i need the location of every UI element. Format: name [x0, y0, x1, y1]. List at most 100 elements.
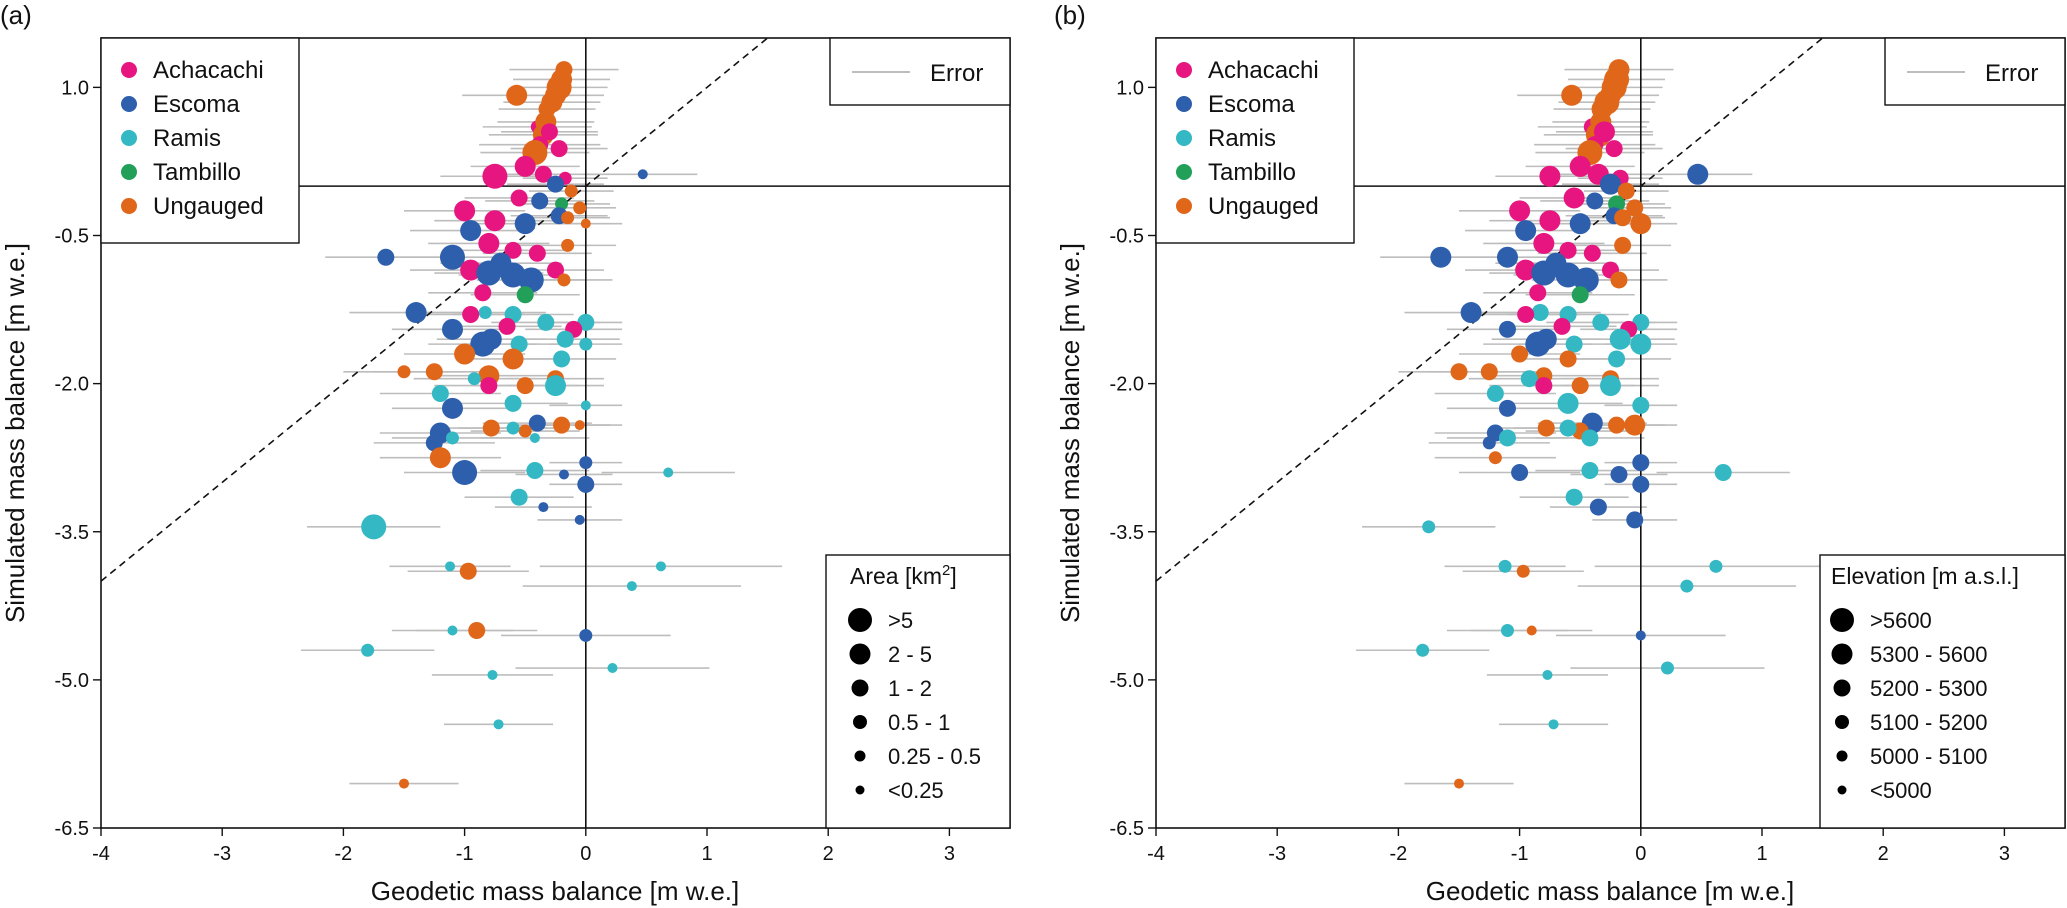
size-legend-label: <0.25 — [888, 778, 944, 803]
data-point-escoma — [1589, 498, 1607, 516]
data-point-escoma — [1569, 213, 1591, 235]
group-legend: Achacachi Escoma Ramis Tambillo Ungauged — [1155, 37, 1355, 244]
data-point-escoma — [558, 469, 569, 480]
error-legend: Error — [829, 37, 1011, 106]
data-point-ramis — [553, 350, 571, 368]
x-axis: -4 -3 -2 -1 0 1 2 3 — [1147, 828, 2010, 865]
data-point-tambillo — [555, 197, 569, 211]
data-point-achacachi — [1539, 210, 1561, 232]
legend-marker-ramis — [1176, 130, 1192, 146]
data-point-ramis — [467, 372, 481, 386]
panel-b: (b) -4 -3 -2 -1 0 1 2 3 1.0 -0.5 -2.0 -3.5 -5.0 -6.5… — [1054, 0, 2066, 906]
data-point-ramis — [493, 719, 504, 730]
data-point-ungauged — [518, 424, 532, 438]
data-point-ramis — [1520, 370, 1538, 388]
legend-frame — [1819, 554, 2066, 829]
y-tick-label: -6.5 — [1110, 818, 1144, 840]
y-tick-label: -2.0 — [1110, 374, 1144, 396]
legend-marker-achacachi — [1176, 62, 1192, 78]
x-tick-label: 0 — [580, 843, 591, 865]
size-legend: Area [km2] >5 2 - 5 1 - 2 0.5 - 1 0.25 - 0.5… — [825, 554, 1011, 829]
data-point-achacachi — [1559, 241, 1577, 259]
data-point-achacachi — [1529, 284, 1547, 302]
y-axis: 1.0 -0.5 -2.0 -3.5 -5.0 -6.5 — [1110, 77, 1156, 840]
data-point-escoma — [1573, 267, 1599, 293]
data-point-escoma — [439, 244, 465, 270]
data-point-ramis — [1542, 669, 1553, 680]
x-tick-label: -2 — [1390, 843, 1408, 865]
data-point-escoma — [1687, 163, 1709, 185]
data-point-achacachi — [462, 306, 480, 323]
data-point-ramis — [626, 581, 637, 592]
data-point-ungauged — [397, 365, 411, 379]
data-point-ramis — [579, 337, 593, 351]
data-point-achacachi — [1583, 244, 1601, 262]
legend-label: Achacachi — [153, 57, 264, 84]
y-tick-label: -6.5 — [55, 818, 89, 840]
size-legend-marker — [851, 679, 869, 697]
data-point-ramis — [1581, 462, 1599, 480]
data-point-ungauged — [553, 416, 571, 434]
data-point-escoma — [1531, 260, 1557, 286]
legend-label: Achacachi — [1208, 57, 1319, 84]
size-legend-label: 0.5 - 1 — [888, 710, 950, 735]
data-point-ungauged — [1610, 271, 1628, 289]
legend-label: Ungauged — [1208, 193, 1319, 220]
data-point-ramis — [1500, 624, 1514, 637]
data-point-ungauged — [506, 84, 528, 106]
data-point-tambillo — [516, 286, 534, 304]
data-point-achacachi — [498, 317, 516, 335]
x-axis-label: Geodetic mass balance [m w.e.] — [1426, 876, 1795, 906]
x-tick-label: 1 — [701, 843, 712, 865]
data-point-ungauged — [1617, 182, 1635, 200]
data-point-achacachi — [1509, 200, 1531, 222]
y-tick-label: 1.0 — [1116, 77, 1144, 99]
legend-marker-ungauged — [1176, 198, 1192, 214]
data-point-ramis — [556, 330, 574, 348]
x-axis: -4 -3 -2 -1 0 1 2 3 — [92, 828, 955, 865]
data-point-escoma — [1600, 173, 1621, 195]
y-tick-label: -0.5 — [55, 226, 89, 248]
data-point-ungauged — [1571, 377, 1589, 395]
data-point-achacachi — [480, 377, 498, 395]
data-point-ramis — [1592, 313, 1610, 331]
y-tick-label: -5.0 — [1110, 670, 1144, 692]
size-legend-label: 5100 - 5200 — [1870, 710, 1987, 735]
data-point-ramis — [445, 561, 456, 572]
size-legend-marker — [1835, 715, 1849, 729]
data-point-ramis — [1565, 335, 1583, 353]
data-point-ramis — [1559, 419, 1577, 437]
data-point-ramis — [447, 625, 458, 636]
data-point-escoma — [1626, 511, 1644, 529]
y-tick-label: -0.5 — [1110, 226, 1144, 248]
data-point-escoma — [1610, 465, 1628, 483]
size-legend-marker — [854, 750, 866, 762]
data-point-escoma — [441, 318, 463, 340]
data-point-escoma — [637, 169, 648, 180]
data-point-ramis — [580, 400, 591, 411]
data-point-ungauged — [459, 562, 477, 580]
data-point-achacachi — [547, 261, 564, 279]
data-point-ungauged — [1537, 419, 1555, 437]
data-point-achacachi — [1539, 165, 1561, 187]
legend-marker-tambillo — [121, 164, 137, 180]
data-point-ramis — [1565, 488, 1583, 506]
data-point-ramis — [529, 432, 540, 443]
legend-label: Escoma — [153, 91, 240, 118]
data-point-ungauged — [1454, 778, 1464, 789]
data-point-escoma — [441, 397, 463, 419]
size-legend-label: <5000 — [1870, 778, 1932, 803]
data-point-ungauged — [1488, 451, 1502, 465]
plot-frame — [1155, 37, 2066, 829]
data-point-ungauged — [1450, 363, 1468, 381]
data-point-ramis — [1531, 304, 1549, 322]
x-tick-label: -3 — [1268, 843, 1286, 865]
x-tick-label: 1 — [1756, 843, 1767, 865]
size-legend-marker — [1831, 643, 1853, 665]
y-axis: 1.0 -0.5 -2.0 -3.5 -5.0 -6.5 — [55, 77, 101, 840]
data-point-achacachi — [1515, 259, 1537, 281]
data-point-ramis — [510, 488, 528, 506]
data-point-ungauged — [1630, 213, 1652, 235]
data-point-escoma — [1632, 475, 1650, 493]
size-legend-title: Area [km2] — [850, 562, 957, 589]
